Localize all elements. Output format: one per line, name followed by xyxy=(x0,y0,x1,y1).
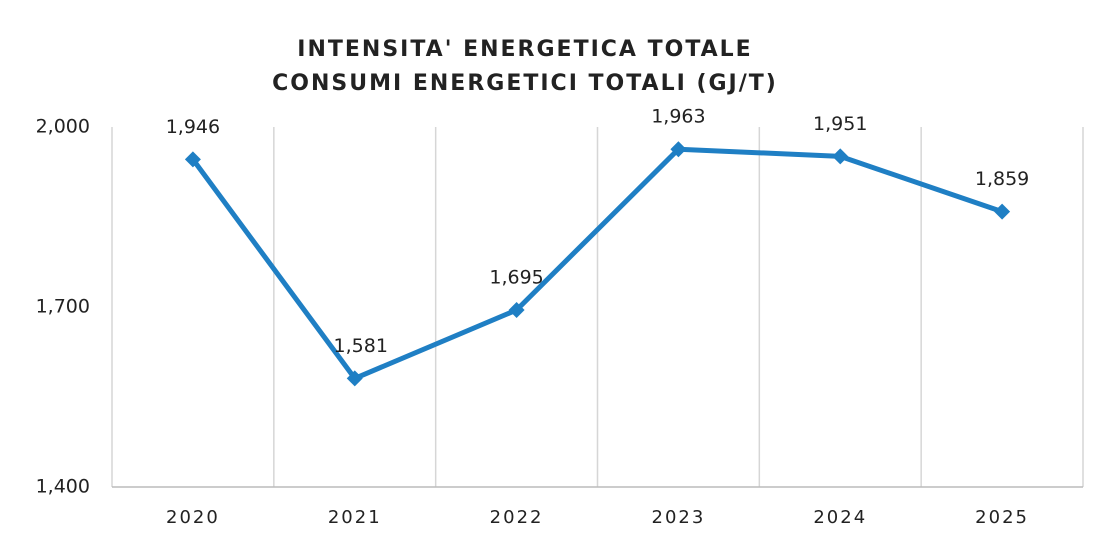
data-label: 1,695 xyxy=(489,267,543,289)
x-tick-label: 2025 xyxy=(975,507,1029,528)
data-label: 1,581 xyxy=(334,335,388,357)
chart-subtitle: CONSUMI ENERGETICI TOTALI (GJ/T) xyxy=(272,71,778,96)
y-tick-label: 2,000 xyxy=(36,116,90,138)
x-tick-label: 2022 xyxy=(490,507,544,528)
data-label: 1,963 xyxy=(651,106,705,128)
data-label: 1,859 xyxy=(975,168,1029,190)
x-tick-label: 2023 xyxy=(652,507,706,528)
marker xyxy=(994,203,1011,220)
chart-title: INTENSITA' ENERGETICA TOTALE xyxy=(297,37,752,62)
x-tick-label: 2024 xyxy=(813,507,867,528)
marker xyxy=(346,370,363,387)
x-tick-label: 2021 xyxy=(328,507,382,528)
data-label: 1,946 xyxy=(166,116,220,138)
marker xyxy=(670,141,687,158)
data-label: 1,951 xyxy=(813,113,867,135)
x-tick-label: 2020 xyxy=(166,507,220,528)
marker xyxy=(832,148,849,165)
y-tick-label: 1,400 xyxy=(36,476,90,498)
marker xyxy=(508,302,525,318)
y-tick-label: 1,700 xyxy=(36,296,90,318)
line xyxy=(190,146,1003,381)
marker xyxy=(184,151,201,168)
